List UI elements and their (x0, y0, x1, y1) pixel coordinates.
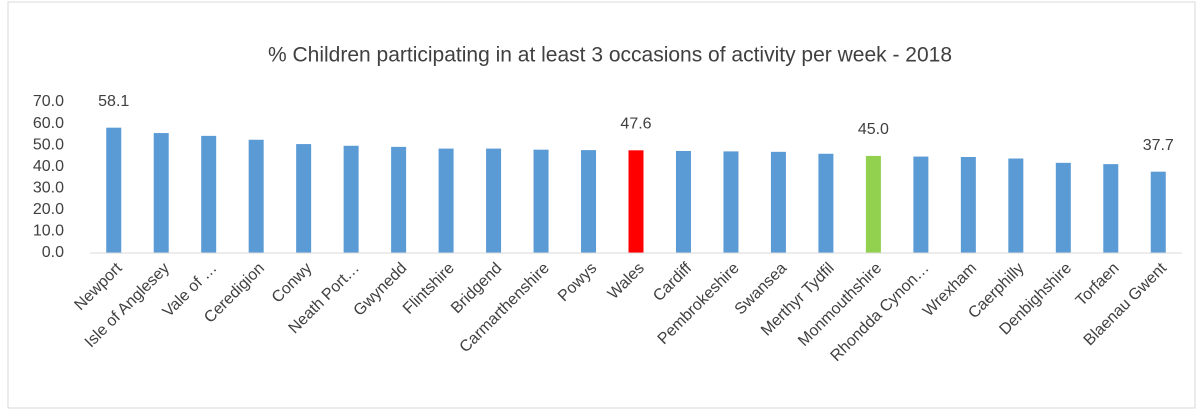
chart-title: % Children participating in at least 3 o… (268, 44, 952, 67)
y-tick-label: 20.0 (33, 201, 64, 218)
data-label: 58.1 (98, 93, 129, 110)
bar (818, 153, 834, 253)
bar (533, 149, 549, 253)
bar (201, 135, 217, 253)
bar (106, 127, 122, 253)
y-tick-label: 50.0 (33, 136, 64, 153)
y-tick-label: 0.0 (42, 244, 64, 261)
bar (1055, 162, 1071, 253)
bar (248, 139, 264, 253)
bar (1103, 164, 1119, 253)
y-tick-label: 10.0 (33, 223, 64, 240)
bar (343, 145, 359, 253)
data-label: 37.7 (1143, 137, 1174, 154)
bar (960, 157, 976, 253)
data-label: 47.6 (620, 116, 651, 133)
bar (675, 150, 691, 253)
bar (628, 150, 644, 253)
bar (1008, 158, 1024, 253)
bar (865, 155, 881, 253)
data-label: 45.0 (858, 121, 889, 138)
bar (438, 148, 454, 253)
bar (723, 151, 739, 253)
bar (486, 148, 502, 253)
y-tick-label: 40.0 (33, 158, 64, 175)
bar (1150, 171, 1166, 253)
y-tick-label: 30.0 (33, 180, 64, 197)
y-tick-label: 70.0 (33, 93, 64, 110)
y-tick-label: 60.0 (33, 115, 64, 132)
bar (913, 156, 929, 253)
bar (770, 151, 786, 253)
bar (296, 144, 312, 253)
bar (153, 133, 169, 253)
bar (581, 150, 597, 253)
bar (391, 146, 407, 253)
